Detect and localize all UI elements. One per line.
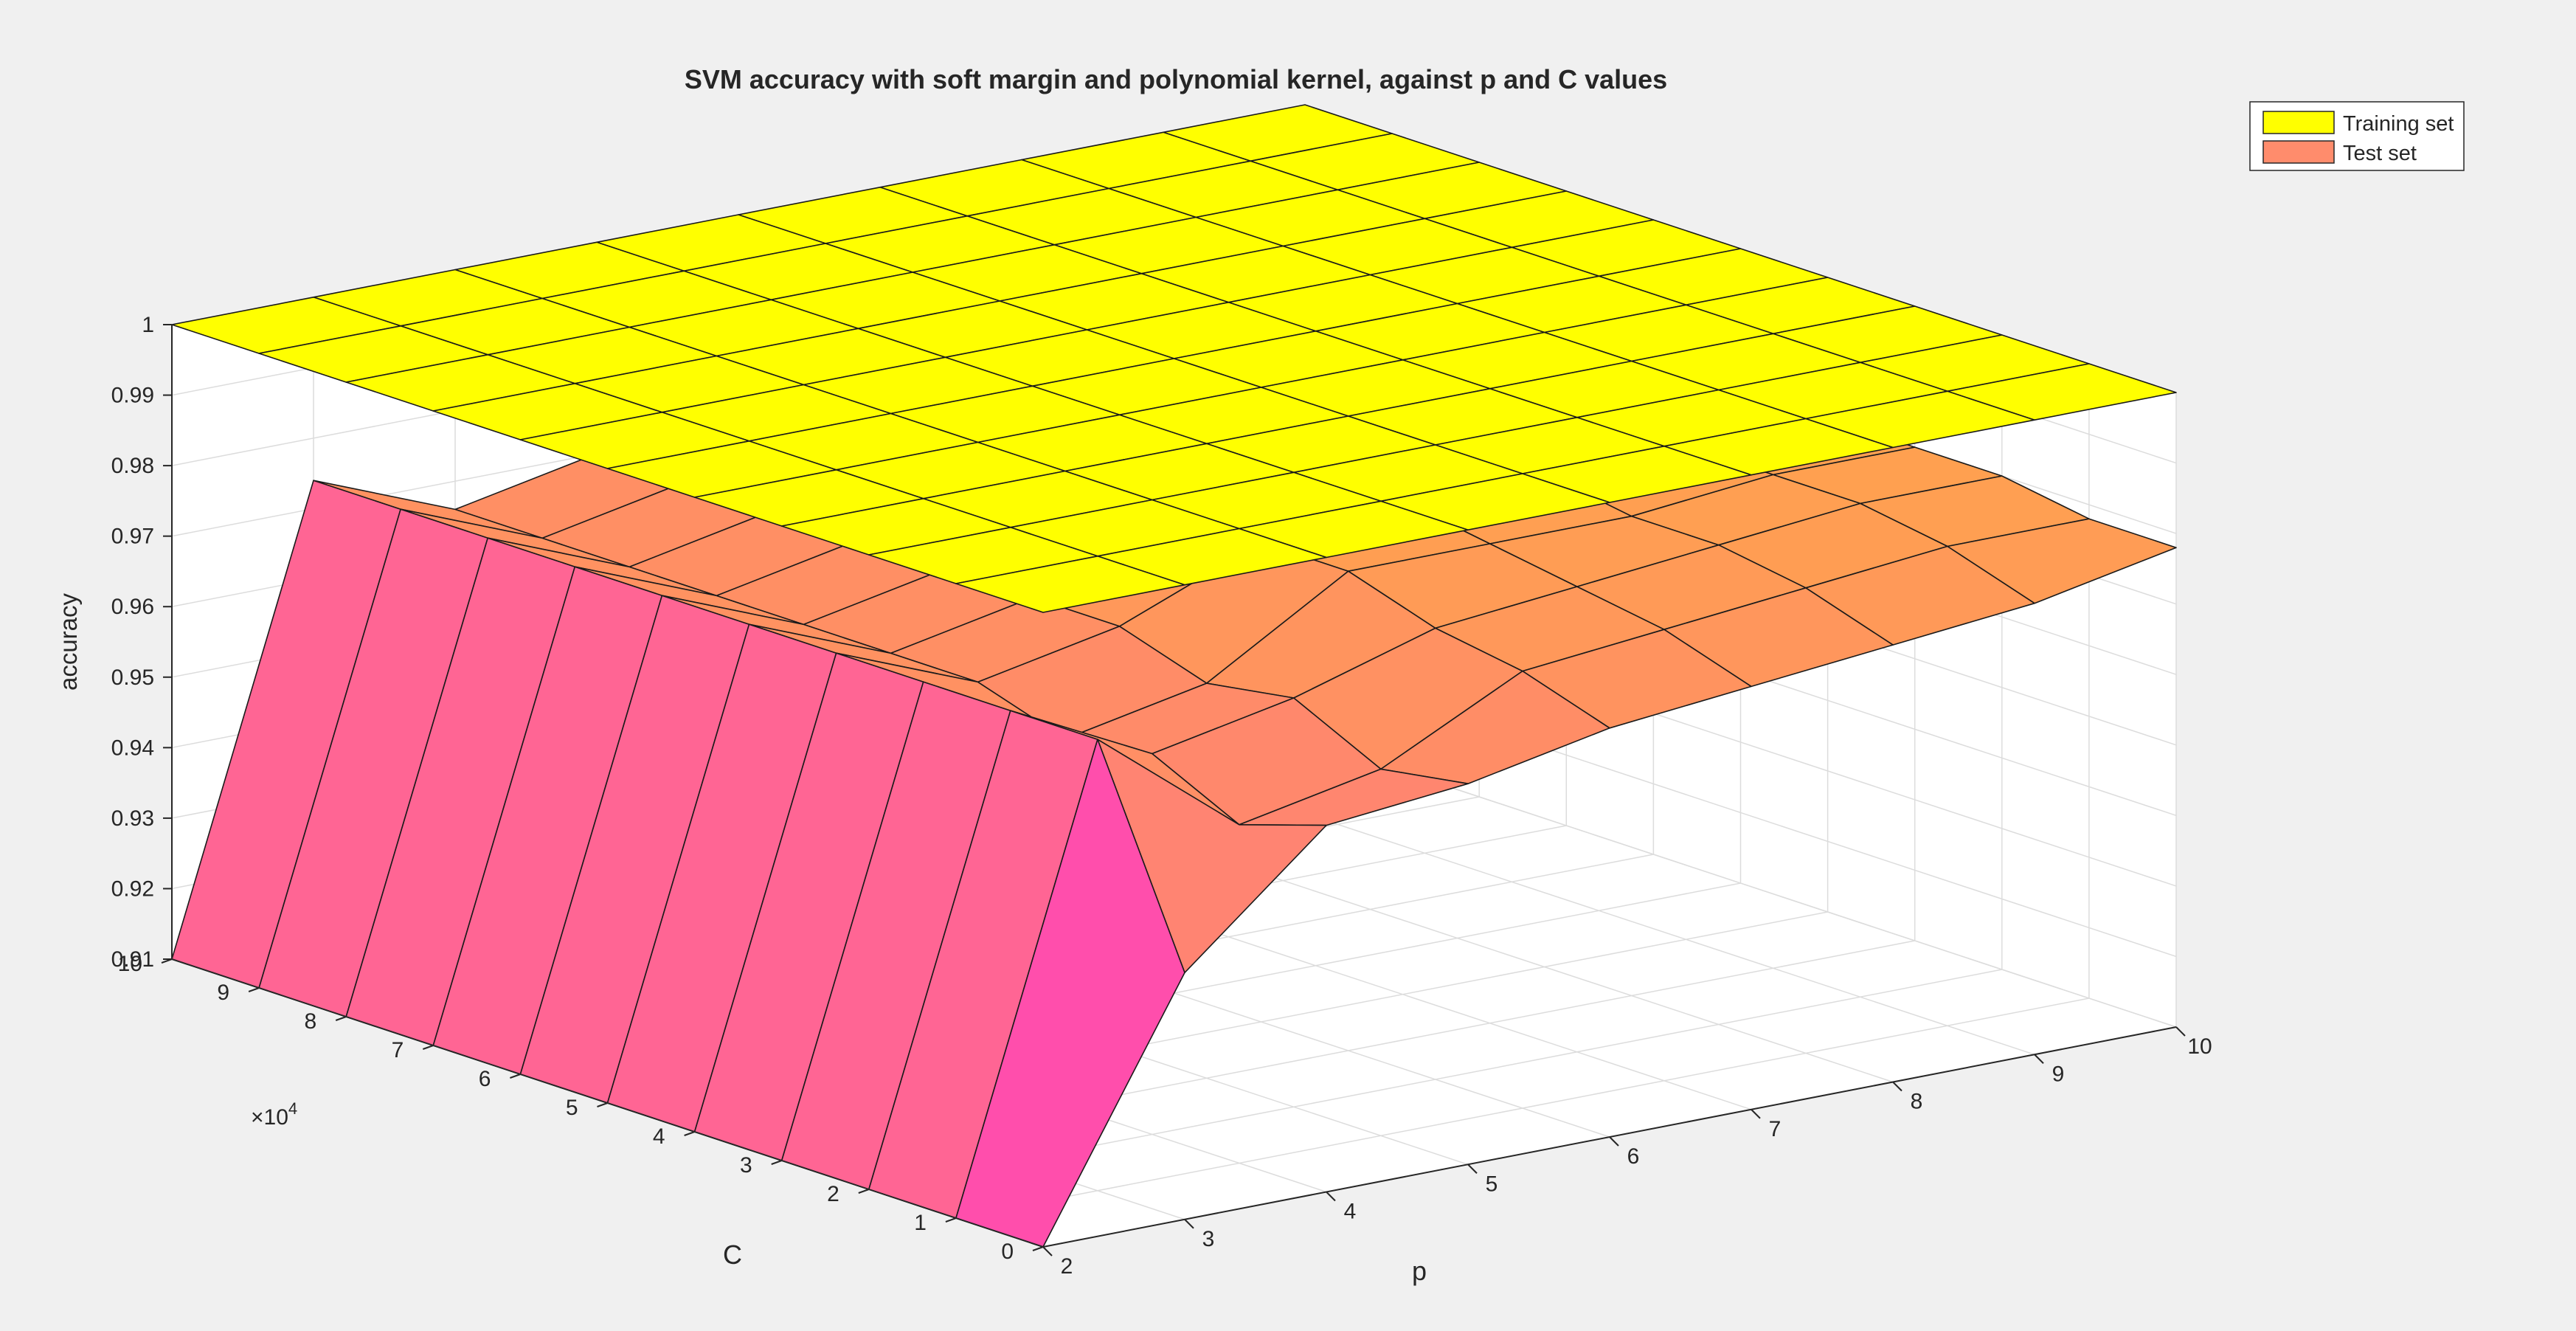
z-tick-label: 1 [142, 313, 154, 337]
z-axis-label: accuracy [55, 592, 82, 691]
y-axis-exponent-base: ×10 [251, 1105, 288, 1130]
z-tick-label: 0.94 [111, 736, 154, 760]
c-tick-label: 3 [740, 1153, 752, 1178]
tick-labels: 23456789100123456789100.910.920.930.940.… [111, 313, 2212, 1279]
c-tick-mark [422, 1045, 434, 1050]
c-tick-mark [510, 1074, 521, 1079]
legend-label-training: Training set [2343, 112, 2454, 136]
c-tick-label: 0 [1001, 1240, 1014, 1264]
c-tick-label: 2 [827, 1182, 839, 1206]
z-tick-label: 0.92 [111, 877, 154, 901]
p-tick-label: 7 [1769, 1117, 1782, 1141]
p-tick-label: 10 [2187, 1034, 2212, 1059]
c-tick-mark [771, 1160, 783, 1165]
p-tick-label: 3 [1202, 1227, 1215, 1251]
training-surface-patch [955, 555, 1185, 613]
p-tick-label: 4 [1344, 1200, 1357, 1224]
c-tick-mark [1032, 1246, 1044, 1251]
c-tick-label: 7 [392, 1038, 404, 1062]
p-tick-label: 5 [1486, 1172, 1498, 1196]
c-tick-mark [248, 987, 260, 992]
chart-title: SVM accuracy with soft margin and polyno… [685, 64, 1667, 94]
z-tick-label: 0.91 [111, 947, 154, 972]
p-tick-mark [1467, 1164, 1478, 1174]
z-tick-label: 0.96 [111, 595, 154, 619]
legend-label-test: Test set [2343, 142, 2417, 165]
p-tick-mark [1042, 1246, 1053, 1256]
c-tick-mark [335, 1016, 347, 1021]
c-tick-mark [858, 1189, 870, 1194]
c-tick-mark [597, 1102, 608, 1107]
c-tick-label: 10 [118, 952, 142, 976]
surfaces [171, 104, 2177, 1248]
p-tick-mark [1892, 1081, 1902, 1092]
c-tick-label: 8 [305, 1009, 317, 1034]
p-tick-mark [1326, 1191, 1336, 1202]
c-tick-mark [684, 1131, 695, 1136]
p-tick-label: 9 [2052, 1062, 2065, 1086]
p-tick-mark [2034, 1054, 2044, 1064]
p-tick-label: 8 [1911, 1090, 1923, 1114]
p-tick-mark [1184, 1219, 1194, 1229]
z-tick-label: 0.95 [111, 666, 154, 690]
y-axis-label: C [723, 1240, 742, 1270]
c-tick-label: 1 [914, 1211, 927, 1235]
p-tick-mark [1609, 1136, 1619, 1147]
c-tick-label: 9 [217, 981, 229, 1005]
p-tick-mark [1751, 1109, 1761, 1119]
z-tick-label: 0.99 [111, 384, 154, 408]
legend-swatch-test [2262, 140, 2335, 164]
p-tick-label: 6 [1627, 1144, 1640, 1169]
c-tick-label: 4 [653, 1124, 665, 1149]
z-tick-label: 0.93 [111, 806, 154, 831]
z-tick-label: 0.98 [111, 454, 154, 478]
z-tick-label: 0.97 [111, 525, 154, 549]
y-axis-exponent-power: 4 [288, 1099, 297, 1118]
legend-swatch-training [2262, 111, 2335, 134]
y-axis-exponent: ×104 [251, 1099, 297, 1130]
x-axis-label: p [1412, 1256, 1427, 1286]
c-tick-label: 6 [479, 1067, 491, 1091]
c-tick-mark [945, 1217, 957, 1223]
legend: Training set Test set [2249, 101, 2465, 171]
p-tick-mark [2175, 1026, 2186, 1037]
p-tick-label: 2 [1061, 1254, 1073, 1279]
c-tick-label: 5 [566, 1096, 578, 1120]
